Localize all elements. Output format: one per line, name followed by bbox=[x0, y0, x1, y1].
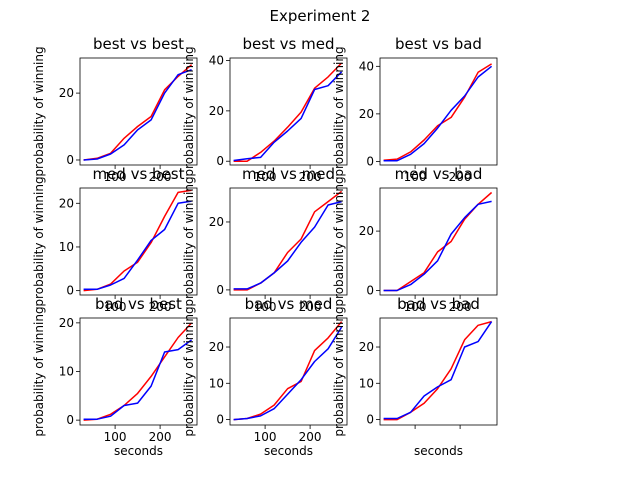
y-tick-label: 20 bbox=[59, 86, 74, 100]
series-line-red bbox=[383, 63, 492, 161]
y-tick-label: 20 bbox=[59, 196, 74, 210]
axes-frame bbox=[229, 187, 348, 296]
y-tick-label: 20 bbox=[209, 340, 224, 354]
y-tick-label: 10 bbox=[209, 376, 224, 390]
series-line-blue bbox=[83, 200, 192, 291]
series-line-red bbox=[383, 320, 492, 421]
x-tick-label: 100 bbox=[404, 170, 427, 184]
y-tick-label: 0 bbox=[216, 283, 224, 297]
subplot-title: best vs med bbox=[242, 35, 334, 53]
axes-frame bbox=[79, 57, 198, 166]
series-line-red bbox=[233, 62, 343, 162]
y-tick-label: 20 bbox=[359, 224, 374, 238]
y-axis-label: probability of winning bbox=[182, 306, 196, 436]
y-axis-label: probability of winning bbox=[32, 306, 46, 436]
x-tick-label: 100 bbox=[104, 170, 127, 184]
y-tick-label: 20 bbox=[59, 316, 74, 330]
x-tick-label: 100 bbox=[104, 300, 127, 314]
subplot: 100 200 0 10 20 probability of winning seconds… bbox=[182, 295, 348, 458]
x-tick-label: 100 bbox=[404, 300, 427, 314]
y-tick-label: 20 bbox=[359, 107, 374, 121]
figure-suptitle: Experiment 2 bbox=[270, 7, 371, 25]
series-line-red bbox=[83, 322, 193, 421]
y-tick-label: 0 bbox=[66, 284, 74, 298]
axes-frame bbox=[79, 317, 198, 426]
x-tick-label: 100 bbox=[254, 300, 277, 314]
series-line-blue bbox=[233, 71, 343, 162]
y-axis-label: probability of winning bbox=[332, 46, 346, 176]
y-axis-label: probability of winning bbox=[32, 46, 46, 176]
x-axis-label: seconds bbox=[114, 444, 163, 458]
y-axis-label: probability of winning bbox=[182, 176, 196, 306]
y-tick-label: 0 bbox=[216, 413, 224, 427]
y-tick-label: 10 bbox=[59, 365, 74, 379]
y-tick-label: 20 bbox=[209, 104, 224, 118]
subplot-title: bad vs best bbox=[95, 295, 182, 313]
y-tick-label: 0 bbox=[366, 284, 374, 298]
series-line-blue bbox=[383, 65, 493, 162]
y-axis-label: probability of winning bbox=[332, 176, 346, 306]
axes-frame bbox=[79, 187, 198, 296]
x-tick-label: 200 bbox=[149, 170, 172, 184]
x-tick-label: 100 bbox=[254, 170, 277, 184]
series-line-blue bbox=[233, 200, 342, 290]
subplot: 100 200 0 10 20 probability of winning seconds… bbox=[32, 295, 198, 458]
series-line-blue bbox=[383, 321, 493, 420]
y-tick-label: 20 bbox=[359, 340, 374, 354]
y-tick-label: 40 bbox=[359, 59, 374, 73]
axes-frame bbox=[379, 57, 498, 166]
series-line-red bbox=[233, 190, 343, 291]
y-tick-label: 0 bbox=[366, 413, 374, 427]
axes-frame bbox=[229, 57, 348, 166]
series-line-red bbox=[83, 189, 192, 292]
subplot-title: bad vs bad bbox=[397, 295, 480, 313]
series-line-blue bbox=[383, 200, 492, 292]
subplot-title: best vs best bbox=[93, 35, 184, 53]
series-line-red bbox=[233, 321, 343, 421]
subplot-title: best vs bad bbox=[395, 35, 482, 53]
y-tick-label: 0 bbox=[66, 153, 74, 167]
axes-frame bbox=[379, 317, 498, 426]
y-tick-label: 0 bbox=[366, 154, 374, 168]
y-tick-label: 0 bbox=[216, 154, 224, 168]
y-tick-label: 0 bbox=[66, 413, 74, 427]
x-tick-label: 200 bbox=[449, 170, 472, 184]
y-tick-label: 10 bbox=[59, 240, 74, 254]
subplot-title: med vs best bbox=[92, 165, 184, 183]
subplot-title: med vs med bbox=[242, 165, 335, 183]
y-axis-label: probability of winning bbox=[182, 46, 196, 176]
y-tick-label: 10 bbox=[359, 376, 374, 390]
series-line-blue bbox=[83, 339, 193, 420]
x-tick-label: 200 bbox=[299, 170, 322, 184]
axes-frame bbox=[229, 317, 348, 426]
subplot-title: bad vs med bbox=[245, 295, 333, 313]
x-axis-label: seconds bbox=[264, 444, 313, 458]
series-line-blue bbox=[83, 68, 192, 161]
x-tick-label: 200 bbox=[149, 300, 172, 314]
x-tick-label: 100 bbox=[254, 430, 277, 444]
y-tick-label: 40 bbox=[209, 54, 224, 68]
x-tick-label: 200 bbox=[299, 300, 322, 314]
x-tick-label: 200 bbox=[299, 430, 322, 444]
axes-frame bbox=[379, 187, 498, 296]
y-axis-label: probability of winning bbox=[332, 306, 346, 436]
subplot: 100 200 0 20 probability of winning med vs ba… bbox=[332, 165, 498, 314]
y-tick-label: 20 bbox=[209, 215, 224, 229]
x-tick-label: 200 bbox=[149, 430, 172, 444]
x-axis-label: seconds bbox=[414, 444, 463, 458]
x-tick-label: 100 bbox=[104, 430, 127, 444]
subplot: 100 200 0 20 40 probability of winning best vs… bbox=[332, 35, 498, 184]
subplot-title: med vs bad bbox=[395, 165, 483, 183]
y-axis-label: probability of winning bbox=[32, 176, 46, 306]
x-tick-label: 200 bbox=[449, 300, 472, 314]
series-line-blue bbox=[233, 326, 343, 421]
subplot: 0 10 20 probability of winning seconds bad vs… bbox=[332, 295, 498, 458]
